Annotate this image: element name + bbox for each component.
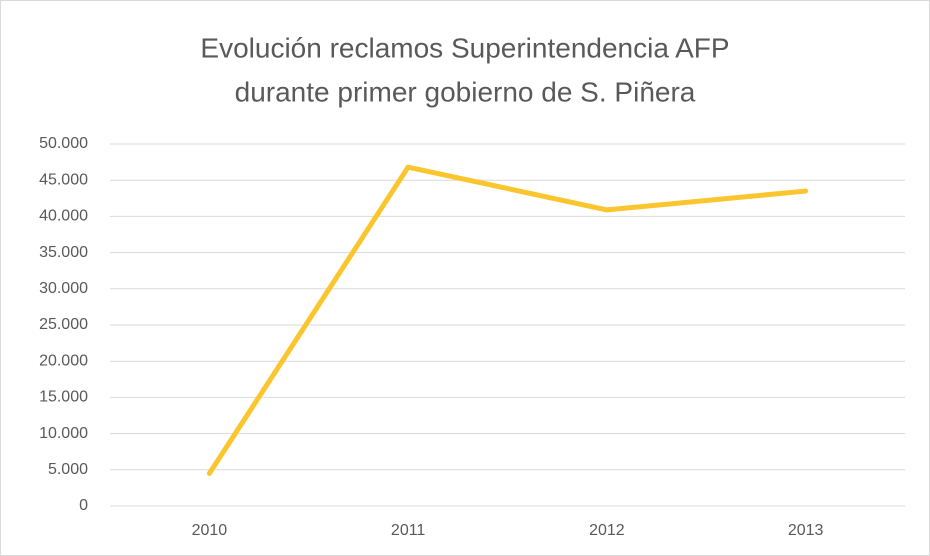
y-tick-label: 10.000	[39, 425, 88, 442]
x-tick-label: 2012	[589, 522, 625, 539]
y-tick-label: 25.000	[39, 316, 88, 333]
x-tick-label: 2013	[788, 522, 824, 539]
y-tick-label: 0	[79, 497, 88, 514]
y-tick-label: 30.000	[39, 280, 88, 297]
chart-title: durante primer gobierno de S. Piñera	[235, 76, 696, 107]
y-tick-label: 40.000	[39, 208, 88, 225]
y-tick-label: 45.000	[39, 171, 88, 188]
data-line	[206, 164, 809, 476]
y-tick-label: 35.000	[39, 244, 88, 261]
x-tick-label: 2010	[192, 522, 228, 539]
y-tick-label: 20.000	[39, 352, 88, 369]
x-tick-label: 2011	[391, 522, 426, 539]
y-tick-label: 5.000	[48, 461, 88, 478]
chart-title: Evolución reclamos Superintendencia AFP	[200, 32, 729, 63]
y-tick-label: 15.000	[39, 389, 88, 406]
y-tick-label: 50.000	[39, 135, 88, 152]
